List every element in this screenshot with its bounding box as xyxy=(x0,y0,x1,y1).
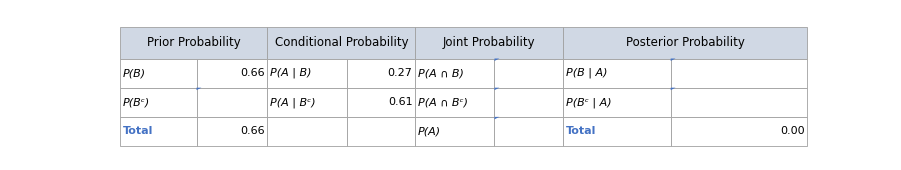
Text: Prior Probability: Prior Probability xyxy=(147,36,241,49)
Text: P(A ∩ B): P(A ∩ B) xyxy=(418,68,464,78)
Polygon shape xyxy=(495,58,499,61)
Text: P(Bᶜ | A): P(Bᶜ | A) xyxy=(566,97,612,108)
Bar xyxy=(670,88,807,117)
Bar xyxy=(415,27,563,58)
Bar xyxy=(268,27,415,58)
Bar xyxy=(495,88,563,117)
Text: P(A | B): P(A | B) xyxy=(270,68,312,78)
Bar xyxy=(196,117,268,146)
Bar xyxy=(196,88,268,117)
Text: P(A | Bᶜ): P(A | Bᶜ) xyxy=(270,97,316,108)
Text: 0.66: 0.66 xyxy=(240,126,265,137)
Text: P(Bᶜ): P(Bᶜ) xyxy=(123,97,150,107)
Text: P(B | A): P(B | A) xyxy=(566,68,607,78)
Bar xyxy=(415,58,495,88)
Bar xyxy=(563,117,670,146)
Text: Joint Probability: Joint Probability xyxy=(443,36,535,49)
Bar xyxy=(670,117,807,146)
Text: 0.66: 0.66 xyxy=(240,68,265,78)
Bar xyxy=(415,117,495,146)
Bar xyxy=(495,58,563,88)
Text: P(A ∩ Bᶜ): P(A ∩ Bᶜ) xyxy=(418,97,469,107)
Text: P(B): P(B) xyxy=(123,68,146,78)
Bar xyxy=(268,117,347,146)
Bar xyxy=(670,58,807,88)
Bar xyxy=(268,58,347,88)
Bar xyxy=(120,58,196,88)
Text: 0.61: 0.61 xyxy=(388,97,413,107)
Text: Posterior Probability: Posterior Probability xyxy=(626,36,745,49)
Text: Total: Total xyxy=(566,126,596,137)
Text: P(A): P(A) xyxy=(418,126,441,137)
Text: 0.00: 0.00 xyxy=(780,126,805,137)
Text: Conditional Probability: Conditional Probability xyxy=(275,36,408,49)
Bar xyxy=(347,58,415,88)
Polygon shape xyxy=(495,88,499,90)
Bar xyxy=(120,88,196,117)
Bar xyxy=(347,88,415,117)
Bar xyxy=(347,117,415,146)
Bar xyxy=(563,58,670,88)
Bar xyxy=(563,27,807,58)
Bar xyxy=(196,58,268,88)
Bar xyxy=(495,117,563,146)
Text: 0.27: 0.27 xyxy=(387,68,413,78)
Bar xyxy=(268,88,347,117)
Polygon shape xyxy=(670,88,676,90)
Text: Total: Total xyxy=(123,126,153,137)
Bar xyxy=(120,117,196,146)
Bar xyxy=(415,88,495,117)
Polygon shape xyxy=(196,88,202,90)
Bar xyxy=(120,27,268,58)
Polygon shape xyxy=(495,117,499,119)
Bar xyxy=(563,88,670,117)
Polygon shape xyxy=(670,58,676,61)
